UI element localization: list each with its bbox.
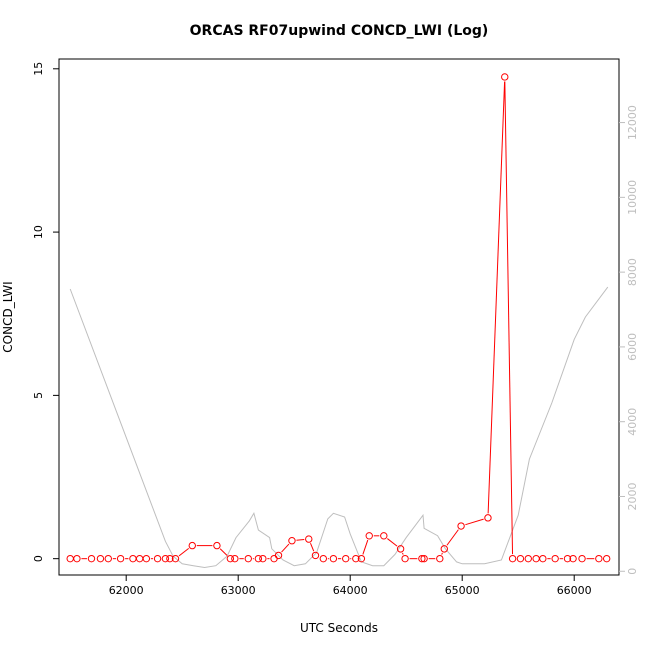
data-point — [357, 554, 366, 563]
data-point — [365, 532, 373, 540]
x-axis: 62000 63000 64000 65000 66000 — [109, 575, 592, 597]
data-point — [342, 554, 350, 563]
data-point — [319, 554, 328, 563]
data-point — [396, 545, 405, 553]
secondary-series — [69, 286, 609, 569]
data-point — [166, 554, 174, 563]
y-tick-label: 0 — [32, 555, 45, 562]
y-tick-label: 15 — [32, 62, 45, 76]
series-segment — [178, 547, 190, 557]
y-axis: 0 5 10 15 — [32, 62, 59, 562]
y2-tick-label: 10000 — [626, 180, 639, 215]
data-point — [329, 554, 338, 563]
y-tick-label: 5 — [32, 392, 45, 399]
data-point — [563, 554, 572, 563]
y-axis-label: CONCD_LWI — [1, 281, 15, 352]
data-point — [380, 532, 388, 540]
data-point — [578, 554, 586, 563]
series-segment — [465, 518, 484, 526]
plot-frame — [58, 58, 620, 576]
data-point — [440, 545, 448, 553]
data-point — [288, 537, 296, 545]
data-point — [420, 554, 428, 563]
series-segment — [504, 81, 514, 555]
data-point — [96, 554, 105, 563]
data-point — [188, 541, 196, 550]
secondary-series-line — [69, 286, 609, 569]
data-point — [401, 554, 409, 563]
data-point — [508, 554, 517, 563]
data-point — [231, 554, 239, 563]
y2-tick-label: 0 — [626, 568, 639, 575]
data-point — [73, 554, 81, 563]
data-point — [501, 73, 509, 81]
data-point — [87, 554, 96, 563]
data-point — [569, 554, 577, 563]
data-point — [161, 554, 170, 563]
concd-lwi-series — [66, 73, 611, 563]
data-point — [305, 535, 313, 543]
data-point — [171, 554, 180, 563]
series-segment — [446, 529, 459, 546]
y2-tick-label: 2000 — [626, 482, 639, 510]
x-tick-label: 63000 — [221, 584, 256, 597]
data-point — [116, 554, 125, 563]
data-point — [153, 554, 162, 563]
data-point — [213, 541, 221, 550]
data-point — [142, 554, 151, 563]
y2-tick-label: 6000 — [626, 333, 639, 361]
data-point — [457, 522, 465, 530]
series-segment — [387, 538, 398, 547]
data-point — [436, 554, 444, 563]
y2-tick-label: 8000 — [626, 258, 639, 286]
data-point — [602, 554, 611, 563]
x-axis-label: UTC Seconds — [300, 621, 378, 635]
data-point — [516, 554, 525, 563]
data-point — [418, 554, 426, 563]
data-point — [595, 554, 603, 563]
data-point — [311, 551, 320, 560]
data-point — [104, 554, 112, 563]
y2-tick-label: 12000 — [626, 105, 639, 140]
y2-axis: 0 2000 4000 6000 8000 10000 12000 — [619, 105, 639, 575]
series-segment — [219, 548, 228, 556]
data-point — [254, 554, 263, 563]
series-segment — [310, 543, 315, 552]
data-point — [274, 551, 283, 560]
data-point — [539, 554, 547, 563]
series-segment — [441, 552, 443, 555]
chart-title: ORCAS RF07upwind CONCD_LWI (Log) — [190, 23, 489, 39]
data-point — [352, 554, 360, 563]
x-tick-label: 62000 — [109, 584, 144, 597]
y2-tick-label: 4000 — [626, 408, 639, 436]
data-point — [484, 514, 492, 522]
data-point — [551, 554, 559, 563]
data-point — [259, 554, 267, 563]
x-tick-label: 66000 — [557, 584, 592, 597]
series-segment — [296, 539, 305, 541]
series-segment — [402, 552, 404, 555]
series-segment — [487, 81, 506, 514]
data-point — [226, 554, 235, 563]
y-tick-label: 10 — [32, 225, 45, 239]
series-segment — [362, 539, 369, 555]
x-tick-label: 64000 — [333, 584, 368, 597]
data-point — [244, 554, 252, 563]
x-tick-label: 65000 — [445, 584, 480, 597]
series-segment — [281, 543, 290, 553]
data-point — [524, 554, 532, 563]
